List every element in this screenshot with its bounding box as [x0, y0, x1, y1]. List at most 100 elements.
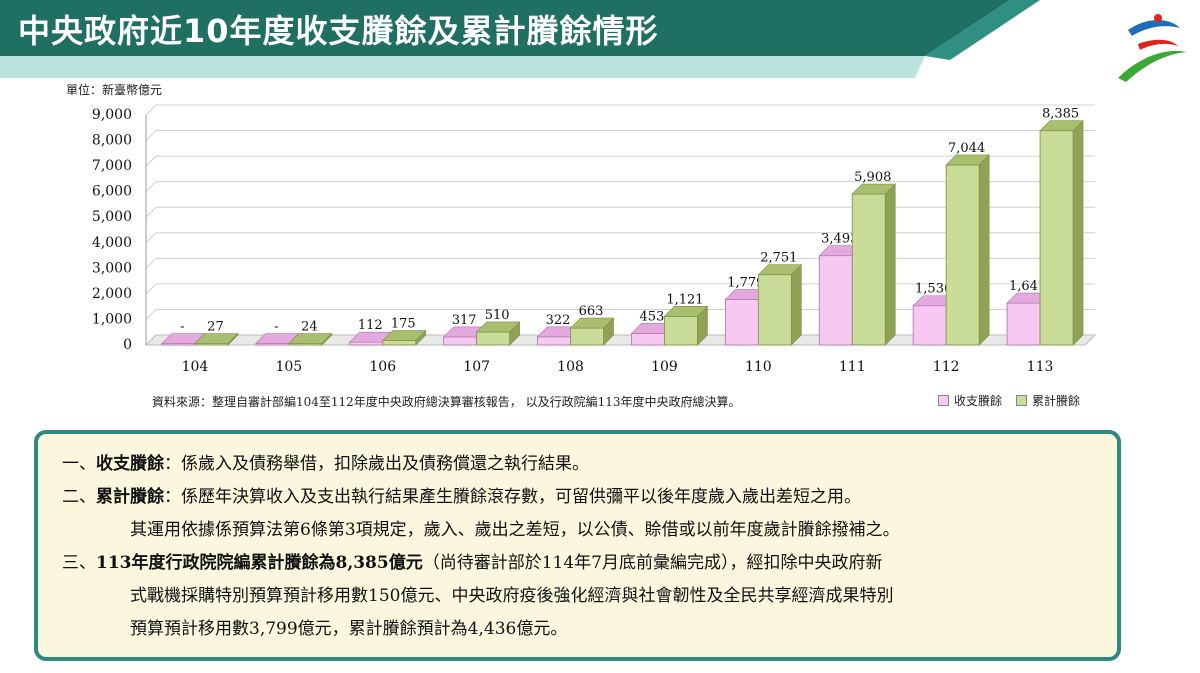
note-line-3: 其運用依據係預算法第6條第3項規定，歲入、歲出之差短，以公債、賒借或以前年度歲計…: [130, 520, 900, 540]
y-tick-label: 5,000: [92, 209, 132, 225]
data-label: 112: [358, 318, 383, 333]
data-label: 453: [640, 309, 665, 324]
bar: [851, 193, 886, 346]
bar: [570, 327, 604, 346]
page-title: 中央政府近10年度收支賸餘及累計賸餘情形: [18, 12, 659, 50]
note-line-4: 三、113年度行政院院編累計賸餘為8,385億元（尚待審計部於114年7月底前彙…: [62, 553, 883, 573]
bar-side: [978, 154, 990, 346]
y-tick-label: 0: [123, 337, 132, 353]
gridline-depth: [145, 309, 157, 320]
bar-top: [194, 333, 239, 344]
data-label: 3,493: [821, 232, 858, 247]
bar-top: [1039, 120, 1084, 132]
bar: [349, 341, 384, 346]
legend-label-cumulative: 累計賸餘: [1032, 394, 1081, 408]
bar-top: [288, 333, 333, 344]
gridline-depth: [145, 206, 157, 218]
x-tick-label: 108: [557, 359, 584, 375]
bar: [476, 331, 511, 346]
data-label: 175: [391, 317, 416, 332]
data-label: 24: [301, 320, 318, 335]
y-tick-label: 9,000: [92, 107, 132, 123]
bar: [1039, 130, 1074, 346]
title-banner-bg: [0, 0, 1010, 56]
data-label: 7,044: [948, 141, 985, 156]
title-banner: [0, 0, 1040, 78]
gridline-depth: [145, 257, 157, 269]
y-tick-label: 1,000: [92, 311, 132, 327]
bar: [757, 274, 792, 346]
bar-top: [382, 330, 427, 341]
y-tick-label: 7,000: [92, 158, 132, 174]
bar-chart: 0 1,000 2,000 3,000 4,000 5,000 6,000 7,000 8,00…: [92, 104, 1097, 375]
x-tick-label: 107: [463, 359, 490, 375]
y-tick-label: 4,000: [92, 235, 132, 251]
data-label: 27: [207, 320, 224, 335]
legend-item-balance: 收支賸餘: [938, 392, 1002, 409]
logo-icon: [1118, 14, 1186, 82]
bar: [724, 299, 759, 346]
bar-top: [945, 154, 990, 166]
bar: [537, 336, 571, 346]
note-line-2: 二、累計賸餘：係歷年決算收入及支出執行結果產生賸餘滾存數，可留供彌平以後年度歲入…: [62, 487, 861, 507]
data-label: 5,908: [854, 170, 891, 185]
y-tick-label: 8,000: [92, 133, 132, 149]
bar: [1006, 302, 1041, 346]
title-banner-edge: [925, 0, 1040, 60]
legend-swatch-balance: [938, 395, 949, 406]
x-tick-label: 109: [651, 359, 678, 375]
bar-top: [757, 264, 803, 275]
x-tick-label: 104: [182, 359, 209, 375]
data-label: 510: [485, 308, 510, 323]
gridline-depth: [145, 104, 157, 116]
bar-top: [475, 321, 521, 333]
x-tick-label: 110: [745, 359, 772, 375]
bar-top: [569, 317, 615, 329]
legend-item-cumulative: 累計賸餘: [1016, 392, 1080, 409]
bar-side: [791, 263, 802, 346]
bar-side: [884, 183, 896, 346]
y-tick-label: 3,000: [92, 260, 132, 276]
data-label: 317: [452, 313, 477, 328]
gridline-depth: [145, 283, 157, 295]
bar: [818, 255, 853, 346]
bar: [382, 340, 417, 346]
x-tick-label: 105: [275, 359, 302, 375]
source-note: 資料來源：整理自審計部編104至112年度中央政府總決算審核報告， 以及行政院編…: [152, 395, 741, 409]
data-label: 663: [579, 304, 604, 319]
legend-label-balance: 收支賸餘: [954, 394, 1003, 408]
bar-side: [1072, 119, 1084, 346]
x-tick-label: 112: [933, 359, 960, 375]
data-label: 322: [546, 313, 571, 328]
data-label: 1,779: [727, 276, 764, 291]
note-line-5: 式戰機採購特別預算預計移用數150億元、中央政府疫後強化經濟與社會韌性及全民共享…: [130, 586, 894, 606]
x-tick-label: 106: [369, 359, 396, 375]
bar: [664, 315, 698, 346]
bar-top: [663, 306, 709, 317]
bar: [945, 164, 980, 346]
bar: [443, 336, 478, 346]
unit-label: 單位：新臺幣億元: [66, 83, 163, 97]
data-label: 2,751: [760, 251, 797, 266]
gridline-depth: [145, 155, 157, 167]
data-label: 1,121: [666, 292, 703, 307]
data-label: 1,536: [915, 282, 952, 297]
bar: [631, 333, 665, 346]
notes-box: 一、收支賸餘：係歲入及債務舉借，扣除歲出及債務償還之執行結果。 二、累計賸餘：係…: [34, 430, 1121, 661]
data-label: -: [274, 320, 278, 335]
data-label: -: [180, 320, 184, 335]
bar: [912, 305, 947, 346]
data-label: 8,385: [1042, 107, 1079, 122]
y-tick-label: 2,000: [92, 286, 132, 302]
x-tick-label: 111: [839, 359, 866, 375]
note-line-1: 一、收支賸餘：係歲入及債務舉借，扣除歲出及債務償還之執行結果。: [62, 454, 589, 474]
data-label: 1,641: [1009, 279, 1046, 294]
x-tick-label: 113: [1027, 359, 1054, 375]
title-accent-strip: [0, 56, 925, 78]
legend-swatch-cumulative: [1016, 395, 1028, 406]
gridline-depth: [145, 130, 157, 141]
y-tick-label: 6,000: [92, 184, 132, 200]
gridline-depth: [145, 232, 157, 244]
gridline-depth: [145, 181, 157, 193]
note-line-6: 預算預計移用數3,799億元，累計賸餘預計為4,436億元。: [130, 619, 568, 639]
